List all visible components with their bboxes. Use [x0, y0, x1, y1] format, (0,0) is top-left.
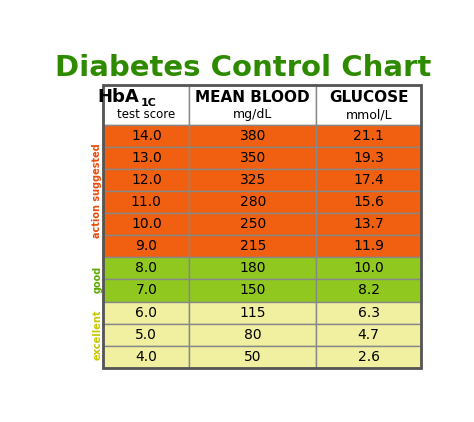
Text: 6.0: 6.0 [135, 306, 157, 319]
Bar [189, 302, 316, 324]
Text: 13.0: 13.0 [131, 151, 162, 165]
Text: 180: 180 [239, 261, 266, 275]
Bar [189, 324, 316, 346]
Bar [103, 147, 189, 169]
Bar [103, 213, 189, 235]
Text: 17.4: 17.4 [354, 173, 384, 187]
Bar [316, 169, 421, 191]
Bar [316, 191, 421, 213]
Bar [316, 279, 421, 302]
Bar [316, 213, 421, 235]
Bar [189, 169, 316, 191]
Text: 13.7: 13.7 [354, 217, 384, 231]
Text: 9.0: 9.0 [135, 239, 157, 253]
Text: 21.1: 21.1 [353, 129, 384, 143]
Bar [316, 147, 421, 169]
Bar [103, 235, 189, 257]
Bar [189, 191, 316, 213]
Text: test score: test score [117, 108, 175, 121]
Text: 8.0: 8.0 [135, 261, 157, 275]
Bar [316, 235, 421, 257]
Bar [103, 279, 189, 302]
Text: 350: 350 [240, 151, 266, 165]
Bar [316, 346, 421, 368]
Bar [189, 346, 316, 368]
Text: 14.0: 14.0 [131, 129, 162, 143]
Text: 215: 215 [239, 239, 266, 253]
Bar [189, 147, 316, 169]
Bar [316, 124, 421, 147]
Text: 11.0: 11.0 [131, 195, 162, 209]
Bar [103, 191, 189, 213]
Text: 250: 250 [240, 217, 266, 231]
Text: mmol/L: mmol/L [346, 108, 392, 121]
Bar [316, 324, 421, 346]
Text: 2.6: 2.6 [358, 350, 380, 364]
Text: GLUCOSE: GLUCOSE [329, 90, 409, 105]
Text: 50: 50 [244, 350, 262, 364]
Text: 6.3: 6.3 [358, 306, 380, 319]
Bar [316, 302, 421, 324]
Text: 19.3: 19.3 [353, 151, 384, 165]
Text: 325: 325 [240, 173, 266, 187]
Bar [103, 169, 189, 191]
Text: 150: 150 [239, 284, 266, 298]
Text: excellent: excellent [92, 309, 102, 360]
Text: 380: 380 [239, 129, 266, 143]
Bar [189, 257, 316, 279]
Bar [189, 279, 316, 302]
Text: HbA: HbA [98, 88, 139, 106]
Bar [103, 346, 189, 368]
Text: 280: 280 [239, 195, 266, 209]
Text: mg/dL: mg/dL [233, 108, 273, 121]
Text: action suggested: action suggested [92, 143, 102, 238]
Text: 12.0: 12.0 [131, 173, 162, 187]
Bar [103, 124, 189, 147]
Text: 10.0: 10.0 [131, 217, 162, 231]
Text: 10.0: 10.0 [354, 261, 384, 275]
Bar [103, 84, 421, 368]
Text: 4.7: 4.7 [358, 328, 380, 342]
Text: 7.0: 7.0 [136, 284, 157, 298]
Bar [189, 213, 316, 235]
Bar [103, 257, 189, 279]
Text: 4.0: 4.0 [136, 350, 157, 364]
Text: 115: 115 [239, 306, 266, 319]
Text: good: good [92, 266, 102, 293]
Bar [316, 257, 421, 279]
Bar [103, 302, 189, 324]
Text: 1C: 1C [141, 97, 157, 108]
Bar [189, 124, 316, 147]
Bar [316, 84, 421, 124]
Bar [103, 84, 189, 124]
Text: Diabetes Control Chart: Diabetes Control Chart [55, 54, 431, 81]
Text: 80: 80 [244, 328, 262, 342]
Text: 15.6: 15.6 [353, 195, 384, 209]
Text: 11.9: 11.9 [353, 239, 384, 253]
Text: MEAN BLOOD: MEAN BLOOD [195, 90, 310, 105]
Bar [189, 84, 316, 124]
Bar [103, 324, 189, 346]
Bar [189, 235, 316, 257]
Text: 5.0: 5.0 [136, 328, 157, 342]
Text: 8.2: 8.2 [358, 284, 380, 298]
